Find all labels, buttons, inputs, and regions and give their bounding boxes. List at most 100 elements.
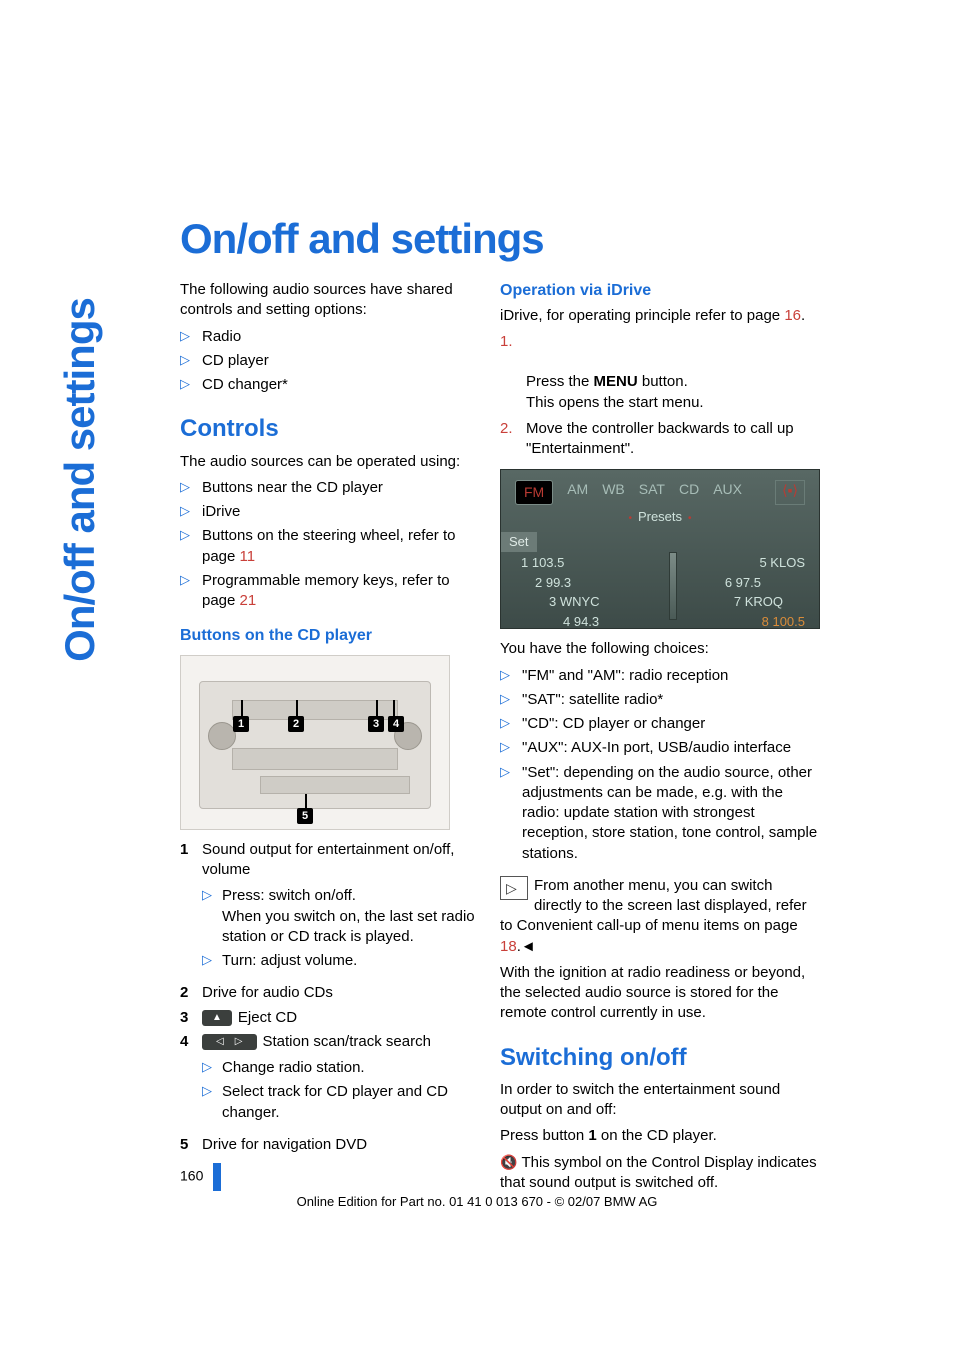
- list-item: Press: switch on/off. When you switch on…: [202, 886, 480, 947]
- page-number: 160: [180, 1168, 203, 1184]
- controls-intro: The audio sources can be operated using:: [180, 452, 480, 472]
- text: .: [801, 307, 805, 324]
- idrive-display-figure: FM AM WB SAT CD AUX ⟨▪⟩ Presets Set 1 10…: [500, 469, 820, 629]
- preset: 8 100.5: [762, 613, 805, 631]
- list-item: Turn: adjust volume.: [202, 951, 480, 971]
- preset-grid: 1 103.55 KLOS 2 99.36 97.5 3 WNYC7 KROQ …: [521, 554, 805, 632]
- list-item: Buttons near the CD player: [180, 478, 480, 498]
- preset: 5 KLOS: [759, 554, 805, 572]
- footer-text: Online Edition for Part no. 01 41 0 013 …: [0, 1194, 954, 1209]
- page-number-bar: [213, 1163, 221, 1191]
- legend-row: 2 Drive for audio CDs: [180, 983, 480, 1003]
- legend-row: 4 ◁ ▷ Station scan/track search: [180, 1032, 480, 1052]
- page: On/off and settings On/off and settings …: [0, 0, 954, 1351]
- list-item: Programmable memory keys, refer to page …: [180, 571, 480, 612]
- text: iDrive, for operating principle refer to…: [500, 307, 784, 324]
- page-ref[interactable]: 18: [500, 938, 517, 955]
- preset: 2 99.3: [521, 574, 571, 592]
- list-item: Select track for CD player and CD change…: [202, 1082, 480, 1123]
- tab-sat: SAT: [639, 480, 665, 505]
- list-item: "AUX": AUX-In port, USB/audio interface: [500, 738, 820, 758]
- menu-button-label: MENU: [594, 373, 638, 390]
- legend-text: Drive for audio CDs: [202, 983, 480, 1003]
- preset: 7 KROQ: [734, 593, 805, 611]
- legend-row: 1 Sound output for entertainment on/off,…: [180, 840, 480, 881]
- right-column: Operation via iDrive iDrive, for operati…: [500, 280, 820, 1199]
- legend-num: 3: [180, 1008, 202, 1028]
- page-ref[interactable]: 16: [784, 307, 801, 324]
- list-item: CD changer*: [180, 375, 480, 395]
- text: From another menu, you can switch direct…: [500, 877, 807, 935]
- idrive-heading: Operation via iDrive: [500, 280, 820, 302]
- text: 1: [588, 1127, 596, 1144]
- callout-5: 5: [297, 808, 313, 824]
- list-item: "FM" and "AM": radio reception: [500, 666, 820, 686]
- text: Move the controller backwards to call up…: [526, 420, 794, 457]
- list-item: iDrive: [180, 502, 480, 522]
- list-item: "Set": depending on the audio source, ot…: [500, 763, 820, 864]
- text: Press button: [500, 1127, 588, 1144]
- controls-list: Buttons near the CD player iDrive Button…: [180, 478, 480, 612]
- legend-num: 1: [180, 840, 202, 881]
- page-number-block: 160: [180, 1163, 221, 1191]
- page-title: On/off and settings: [180, 215, 544, 263]
- tab-row: FM AM WB SAT CD AUX ⟨▪⟩: [515, 480, 805, 505]
- text: Press the: [526, 373, 594, 390]
- text: .◄: [517, 938, 536, 955]
- page-ref[interactable]: 11: [240, 548, 256, 565]
- cd-player-figure: 1 2 3 4 5: [180, 655, 450, 830]
- callout-1: 1: [233, 716, 249, 732]
- tab-am: AM: [567, 480, 588, 505]
- list-item: "SAT": satellite radio*: [500, 690, 820, 710]
- ignition-text: With the ignition at radio readiness or …: [500, 963, 820, 1024]
- preset: 4 94.3: [521, 613, 599, 631]
- note-icon: [500, 876, 528, 900]
- step-item: 2. Move the controller backwards to call…: [500, 419, 820, 460]
- legend-text: Eject CD: [238, 1009, 297, 1026]
- list-item: CD player: [180, 351, 480, 371]
- callout-2: 2: [288, 716, 304, 732]
- switching-heading: Switching on/off: [500, 1042, 820, 1074]
- callout-4: 4: [388, 716, 404, 732]
- status-icon: ⟨▪⟩: [775, 480, 805, 505]
- step-item: 1. Press the MENU button. This opens the…: [500, 332, 820, 413]
- step-number: 1.: [500, 332, 513, 352]
- tab-cd: CD: [679, 480, 699, 505]
- idrive-intro: iDrive, for operating principle refer to…: [500, 306, 820, 326]
- choices-list: "FM" and "AM": radio reception "SAT": sa…: [500, 666, 820, 864]
- legend-row: 5 Drive for navigation DVD: [180, 1135, 480, 1155]
- note-paragraph: From another menu, you can switch direct…: [500, 876, 820, 957]
- text: on the CD player.: [597, 1127, 717, 1144]
- list-item: Change radio station.: [202, 1058, 480, 1078]
- legend-sublist: Change radio station. Select track for C…: [202, 1058, 480, 1123]
- list-item: "CD": CD player or changer: [500, 714, 820, 734]
- switching-p3: 🔇This symbol on the Control Display indi…: [500, 1153, 820, 1194]
- eject-button-icon: ▲: [202, 1010, 232, 1026]
- choices-intro: You have the following choices:: [500, 639, 820, 659]
- controls-heading: Controls: [180, 413, 480, 445]
- legend-num: 5: [180, 1135, 202, 1155]
- set-label: Set: [501, 532, 537, 552]
- switching-p2: Press button 1 on the CD player.: [500, 1126, 820, 1146]
- callout-3: 3: [368, 716, 384, 732]
- legend-text: Sound output for entertainment on/off, v…: [202, 840, 480, 881]
- intro-text: The following audio sources have shared …: [180, 280, 480, 321]
- tab-wb: WB: [602, 480, 625, 505]
- cd-buttons-heading: Buttons on the CD player: [180, 625, 480, 647]
- step-number: 2.: [500, 419, 513, 439]
- legend-num: 4: [180, 1032, 202, 1052]
- legend-text: Drive for navigation DVD: [202, 1135, 480, 1155]
- tab-fm: FM: [515, 480, 553, 505]
- presets-label: Presets: [501, 508, 819, 526]
- page-ref[interactable]: 21: [240, 592, 257, 609]
- left-column: The following audio sources have shared …: [180, 280, 480, 1159]
- sidebar-chapter-title: On/off and settings: [56, 298, 104, 662]
- scan-button-icon: ◁ ▷: [202, 1034, 257, 1050]
- switching-p1: In order to switch the entertainment sou…: [500, 1080, 820, 1121]
- preset: 1 103.5: [521, 554, 564, 572]
- list-item: Buttons on the steering wheel, refer to …: [180, 526, 480, 567]
- legend-text: Station scan/track search: [263, 1033, 431, 1050]
- list-item: Radio: [180, 327, 480, 347]
- preset: 6 97.5: [725, 574, 805, 592]
- sources-list: Radio CD player CD changer*: [180, 327, 480, 396]
